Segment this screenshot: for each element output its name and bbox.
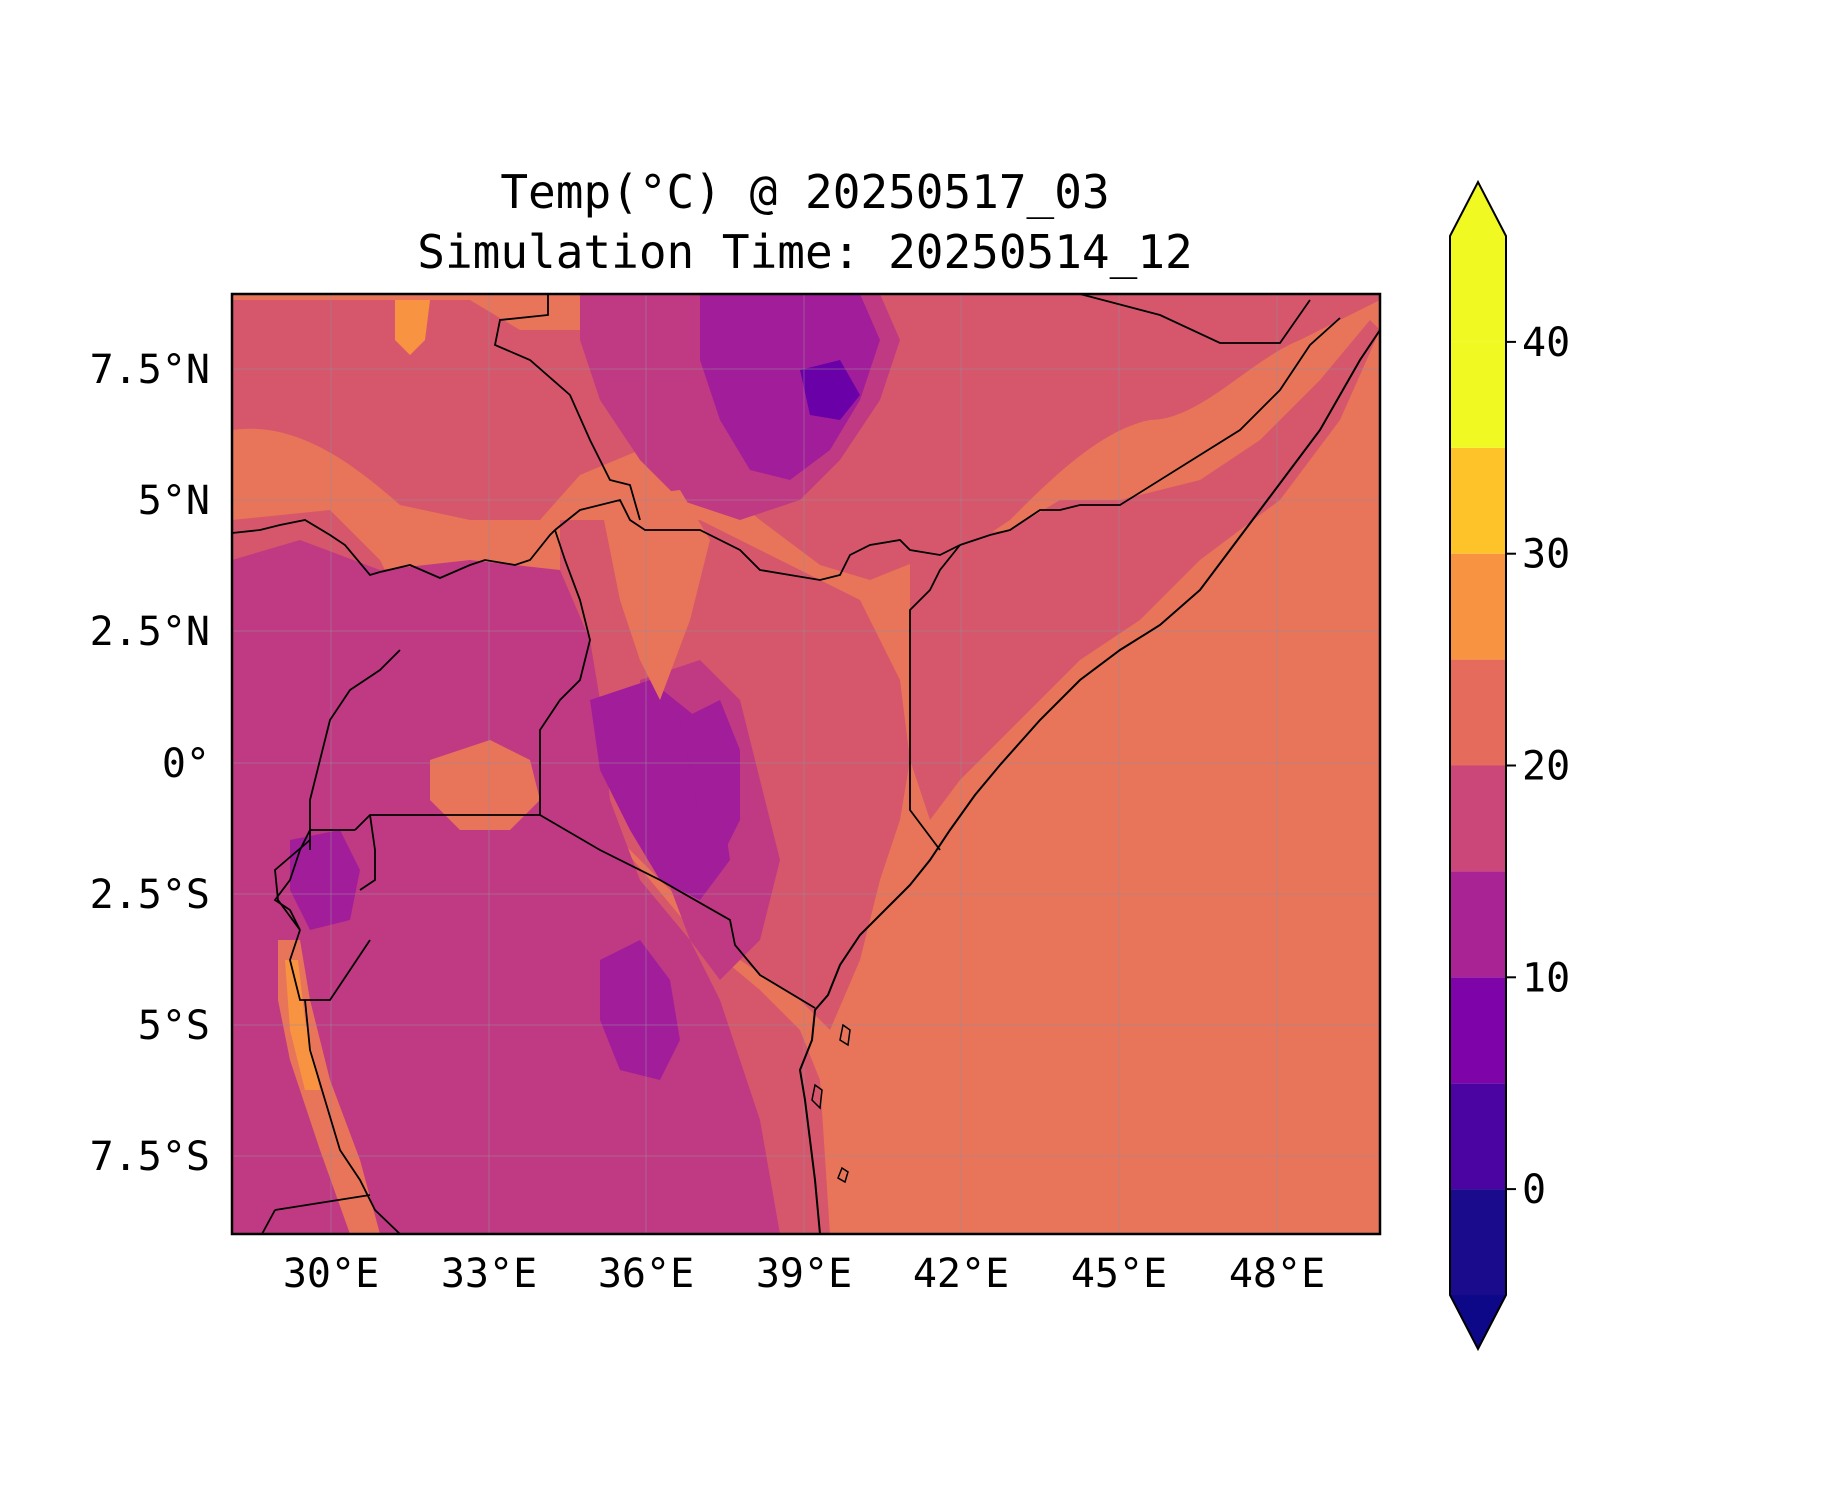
- y-tick-label: 5°S: [138, 1003, 210, 1049]
- colorbar-extend-min: [1450, 1295, 1506, 1349]
- x-tick-label: 33°E: [441, 1251, 537, 1297]
- temperature-band-10-15-rwanda: [290, 830, 360, 930]
- colorbar-band: [1450, 447, 1506, 554]
- coastline: [798, 329, 1380, 1234]
- map-plot-area: [232, 294, 1380, 1234]
- colorbar-band: [1450, 1189, 1506, 1295]
- map-frame: [230, 292, 1382, 1236]
- x-tick-label: 39°E: [756, 1251, 852, 1297]
- temperature-band-20-25-horn: [910, 320, 1380, 820]
- x-tick-label: 48°E: [1229, 1251, 1325, 1297]
- figure-title-line1: Temp(°C) @ 20250517_03: [500, 165, 1109, 219]
- country-borders: [232, 294, 1341, 1234]
- y-tick-label: 7.5°N: [90, 347, 210, 393]
- colorbar-tick-label: 40: [1522, 320, 1570, 366]
- colorbar-tick-label: 10: [1522, 955, 1570, 1001]
- temperature-band-5-10-peak: [800, 360, 860, 420]
- colorbar-band: [1450, 553, 1506, 660]
- y-tick-label: 2.5°N: [90, 609, 210, 655]
- x-tick-label: 30°E: [283, 1251, 379, 1297]
- x-tick-label: 42°E: [913, 1251, 1009, 1297]
- pemba-island: [839, 1023, 851, 1047]
- y-tick-label: 5°N: [138, 478, 210, 524]
- colorbar-band: [1450, 765, 1506, 872]
- colorbar-band: [1450, 977, 1506, 1084]
- colorbar-band: [1450, 871, 1506, 978]
- lake-victoria-region: [430, 740, 540, 830]
- x-tick-label: 36°E: [598, 1251, 694, 1297]
- colorbar-outline: [1449, 179, 1507, 1352]
- colorbar-band: [1450, 341, 1506, 448]
- colorbar-extend-max: [1450, 182, 1506, 236]
- graticule: [232, 294, 1380, 1234]
- temperature-band-10-15-kenya-east: [680, 700, 740, 860]
- temperature-band-10-15-tanzania: [600, 940, 680, 1080]
- zanzibar-island: [811, 1083, 823, 1110]
- temperature-band-30-35-tanganyika: [285, 960, 320, 1090]
- colorbar-band: [1450, 1083, 1506, 1190]
- y-tick-label: 0°: [162, 741, 210, 787]
- colorbar-tick-label: 20: [1522, 744, 1570, 790]
- turkana-region: [600, 490, 710, 700]
- figure-title-line2: Simulation Time: 20250514_12: [417, 225, 1192, 279]
- colorbar-band: [1450, 659, 1506, 766]
- temperature-band-10-15-ethiopia: [700, 294, 880, 480]
- colorbar-tick-label: 30: [1522, 532, 1570, 578]
- temperature-band-30-35-sudan: [395, 300, 430, 355]
- x-tick-label: 45°E: [1071, 1251, 1167, 1297]
- mafia-island: [837, 1166, 849, 1184]
- x-axis-ticks: 30°E 33°E 36°E 39°E 42°E 45°E 48°E: [283, 1251, 1325, 1297]
- colorbar-band: [1450, 236, 1506, 342]
- colorbar-tick-label: 0: [1522, 1167, 1546, 1213]
- y-tick-label: 7.5°S: [90, 1134, 210, 1180]
- y-tick-label: 2.5°S: [90, 872, 210, 918]
- colorbar: 0 10 20 30 40: [1449, 179, 1570, 1352]
- y-axis-ticks: 7.5°N 5°N 2.5°N 0° 2.5°S 5°S 7.5°S: [90, 347, 210, 1180]
